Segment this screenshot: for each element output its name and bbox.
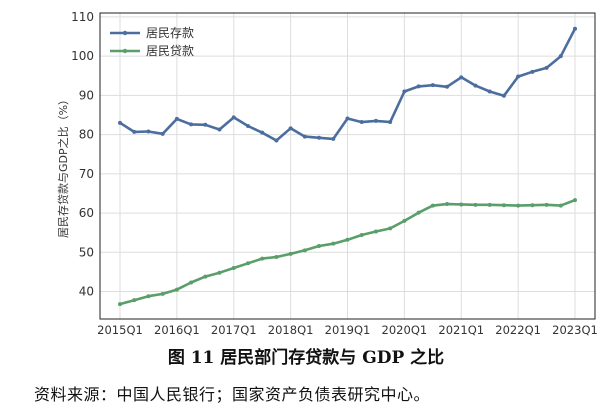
x-tick-label: 2015Q1 <box>97 323 143 337</box>
data-point <box>430 203 435 208</box>
y-tick-label: 70 <box>79 167 94 181</box>
y-tick-label: 110 <box>71 10 94 24</box>
legend-marker <box>122 30 128 36</box>
x-tick-labels: 2015Q1 2016Q1 2017Q1 2018Q1 2019Q1 2020Q1 2021… <box>97 323 598 337</box>
data-point <box>516 74 521 79</box>
plot-frame <box>99 12 596 320</box>
y-tick-label: 100 <box>71 49 94 63</box>
data-point <box>274 255 279 260</box>
grid <box>100 13 595 319</box>
data-point <box>245 123 250 128</box>
data-point <box>544 202 549 207</box>
y-tick-label: 90 <box>79 88 94 102</box>
data-point <box>573 198 577 203</box>
data-point <box>288 251 293 256</box>
data-point <box>174 287 179 292</box>
y-tick-label: 80 <box>79 128 94 142</box>
data-point <box>445 84 450 89</box>
data-point <box>217 270 222 275</box>
data-point <box>146 129 151 134</box>
data-point <box>373 118 378 123</box>
data-point <box>317 244 322 249</box>
data-point <box>160 131 165 136</box>
x-tick-label: 2019Q1 <box>325 323 371 337</box>
x-tick-label: 2022Q1 <box>495 323 541 337</box>
data-point <box>416 210 421 215</box>
data-point <box>146 294 151 299</box>
data-point <box>217 127 222 132</box>
data-point <box>359 233 364 238</box>
data-point <box>174 116 179 121</box>
data-point <box>473 83 478 88</box>
data-point <box>402 89 407 94</box>
data-point <box>331 136 336 141</box>
x-tick-label: 2016Q1 <box>154 323 200 337</box>
data-point <box>388 120 393 125</box>
data-point <box>473 202 478 207</box>
y-tick-labels: 40 50 60 70 80 90 100 110 <box>71 10 94 299</box>
data-point <box>459 75 464 80</box>
data-point <box>373 229 378 234</box>
data-point <box>160 291 165 296</box>
data-point <box>416 84 421 89</box>
x-tick-label: 2020Q1 <box>382 323 428 337</box>
data-point <box>245 261 250 266</box>
legend-label: 居民存款 <box>146 26 194 40</box>
data-point <box>501 203 506 208</box>
data-point <box>530 203 535 208</box>
data-point <box>359 120 364 125</box>
data-point <box>317 135 322 140</box>
data-point <box>302 134 307 139</box>
data-point <box>430 83 435 88</box>
data-point <box>203 122 208 127</box>
data-point <box>189 280 194 285</box>
legend-label: 居民贷款 <box>146 44 194 58</box>
y-tick-label: 50 <box>79 245 94 259</box>
y-tick-label: 60 <box>79 206 94 220</box>
data-point <box>288 126 293 131</box>
data-point <box>118 120 122 125</box>
source-note: 资料来源：中国人民银行；国家资产负债表研究中心。 <box>34 385 431 404</box>
data-point <box>203 274 208 279</box>
data-point <box>388 226 393 231</box>
data-point <box>331 241 336 246</box>
x-tick-label: 2017Q1 <box>211 323 257 337</box>
data-point <box>501 93 506 98</box>
x-tick-label: 2018Q1 <box>268 323 314 337</box>
figure-caption: 图 11 居民部门存贷款与 GDP 之比 <box>167 348 445 368</box>
data-point <box>402 218 407 223</box>
data-point <box>544 65 549 70</box>
data-point <box>345 116 350 121</box>
data-point <box>459 202 464 207</box>
data-point <box>558 203 563 208</box>
data-point <box>189 122 194 127</box>
data-point <box>530 69 535 74</box>
data-point <box>302 248 307 253</box>
data-point <box>487 89 492 94</box>
series-group <box>118 26 577 307</box>
data-point <box>118 302 122 307</box>
legend-marker <box>122 48 128 54</box>
data-point <box>516 203 521 208</box>
y-tick-label: 40 <box>79 285 94 299</box>
data-point <box>260 256 265 261</box>
data-point <box>274 138 279 143</box>
data-point <box>487 202 492 207</box>
data-point <box>345 237 350 242</box>
data-point <box>132 129 137 134</box>
data-point <box>132 298 137 303</box>
x-tick-label: 2023Q1 <box>552 323 598 337</box>
data-point <box>558 54 563 59</box>
data-point <box>260 130 265 135</box>
y-axis-label: 居民存贷款与GDP之比（%） <box>56 94 70 238</box>
x-tick-label: 2021Q1 <box>438 323 484 337</box>
data-point <box>445 202 450 207</box>
data-point <box>573 26 577 31</box>
data-point <box>231 115 236 120</box>
data-point <box>231 266 236 270</box>
